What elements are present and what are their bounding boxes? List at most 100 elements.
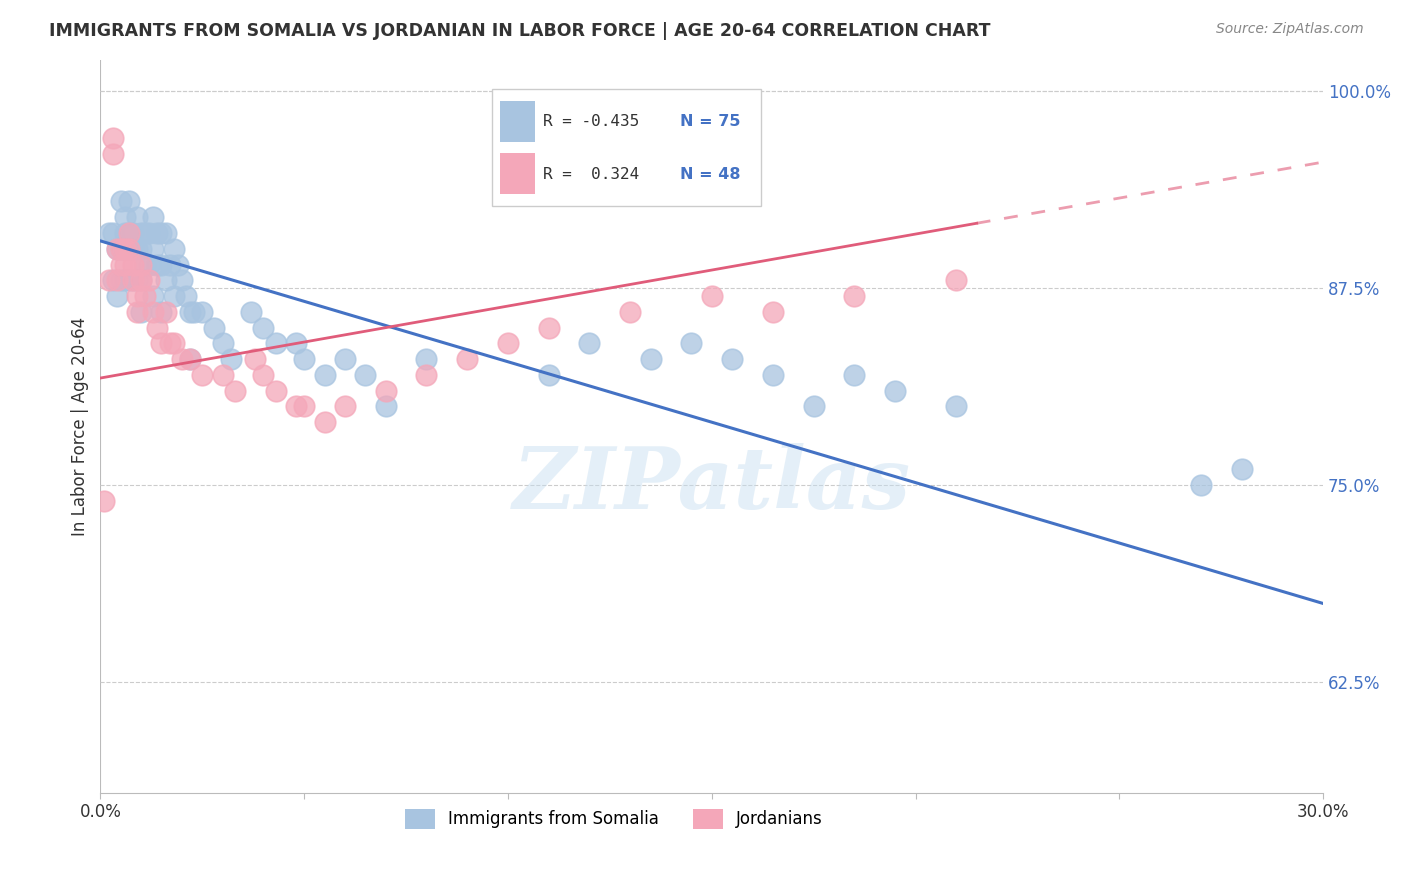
- Point: [155, 305, 177, 319]
- Point: [415, 368, 437, 382]
- Point: [138, 258, 160, 272]
- Point: [129, 273, 152, 287]
- Point: [183, 305, 205, 319]
- Point: [163, 336, 186, 351]
- Point: [204, 320, 226, 334]
- Point: [146, 226, 169, 240]
- Point: [945, 273, 967, 287]
- Point: [125, 242, 148, 256]
- Point: [150, 226, 173, 240]
- Point: [101, 226, 124, 240]
- Point: [105, 242, 128, 256]
- Point: [245, 352, 267, 367]
- Point: [721, 352, 744, 367]
- Point: [1230, 462, 1253, 476]
- Point: [118, 242, 141, 256]
- Point: [159, 258, 181, 272]
- Text: IMMIGRANTS FROM SOMALIA VS JORDANIAN IN LABOR FORCE | AGE 20-64 CORRELATION CHAR: IMMIGRANTS FROM SOMALIA VS JORDANIAN IN …: [49, 22, 991, 40]
- Point: [578, 336, 600, 351]
- Point: [619, 305, 641, 319]
- Point: [142, 242, 165, 256]
- Point: [105, 273, 128, 287]
- Point: [211, 368, 233, 382]
- Point: [110, 194, 132, 209]
- Point: [125, 305, 148, 319]
- Point: [252, 320, 274, 334]
- Point: [114, 242, 136, 256]
- Point: [292, 400, 315, 414]
- Point: [129, 258, 152, 272]
- Point: [142, 211, 165, 225]
- Point: [150, 305, 173, 319]
- Point: [285, 400, 308, 414]
- Point: [252, 368, 274, 382]
- Point: [374, 384, 396, 398]
- Point: [496, 336, 519, 351]
- Point: [146, 320, 169, 334]
- Point: [118, 226, 141, 240]
- Y-axis label: In Labor Force | Age 20-64: In Labor Force | Age 20-64: [72, 317, 89, 536]
- Point: [292, 352, 315, 367]
- Point: [537, 320, 560, 334]
- Point: [129, 305, 152, 319]
- Point: [93, 494, 115, 508]
- Point: [142, 305, 165, 319]
- Point: [174, 289, 197, 303]
- Point: [110, 242, 132, 256]
- Point: [110, 258, 132, 272]
- Point: [224, 384, 246, 398]
- Point: [333, 400, 356, 414]
- Point: [179, 305, 201, 319]
- Point: [155, 273, 177, 287]
- Point: [314, 415, 336, 429]
- Point: [640, 352, 662, 367]
- Point: [134, 226, 156, 240]
- Point: [159, 336, 181, 351]
- Point: [211, 336, 233, 351]
- Point: [700, 289, 723, 303]
- Point: [264, 336, 287, 351]
- Point: [415, 352, 437, 367]
- Point: [179, 352, 201, 367]
- Point: [129, 226, 152, 240]
- Point: [285, 336, 308, 351]
- Point: [681, 336, 703, 351]
- Text: ZIPatlas: ZIPatlas: [513, 443, 911, 526]
- Point: [125, 273, 148, 287]
- Point: [101, 131, 124, 145]
- Point: [803, 400, 825, 414]
- Point: [166, 258, 188, 272]
- Point: [122, 273, 145, 287]
- Point: [354, 368, 377, 382]
- Point: [150, 336, 173, 351]
- Point: [374, 400, 396, 414]
- Point: [114, 273, 136, 287]
- Point: [118, 226, 141, 240]
- Point: [110, 273, 132, 287]
- Point: [125, 289, 148, 303]
- Point: [155, 226, 177, 240]
- Point: [129, 273, 152, 287]
- Point: [333, 352, 356, 367]
- Point: [122, 273, 145, 287]
- Point: [762, 305, 785, 319]
- Point: [844, 368, 866, 382]
- Point: [105, 289, 128, 303]
- Point: [163, 242, 186, 256]
- Point: [240, 305, 263, 319]
- Point: [122, 242, 145, 256]
- Point: [945, 400, 967, 414]
- Point: [118, 273, 141, 287]
- Point: [134, 258, 156, 272]
- Point: [884, 384, 907, 398]
- Legend: Immigrants from Somalia, Jordanians: Immigrants from Somalia, Jordanians: [398, 802, 830, 836]
- Point: [114, 242, 136, 256]
- Point: [114, 211, 136, 225]
- Point: [146, 258, 169, 272]
- Point: [179, 352, 201, 367]
- Point: [105, 242, 128, 256]
- Point: [97, 273, 120, 287]
- Point: [114, 258, 136, 272]
- Point: [118, 242, 141, 256]
- Point: [456, 352, 478, 367]
